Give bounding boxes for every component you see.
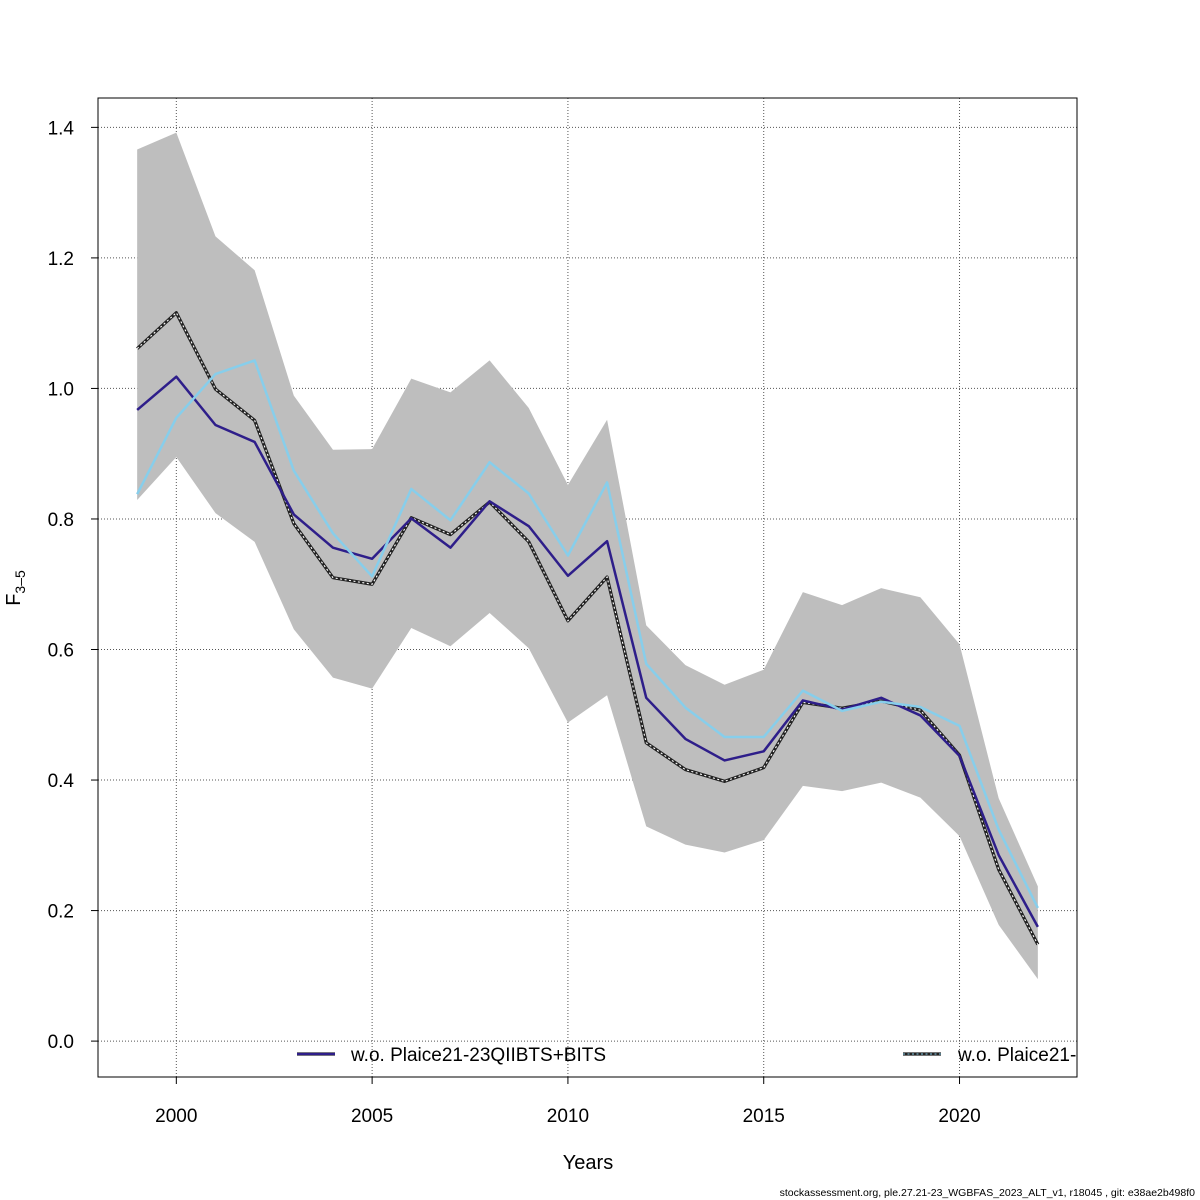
legend-label-1: w.o. Plaice21- [957, 1045, 1076, 1066]
plot-frame [97, 97, 1078, 1078]
legend: w.o. Plaice21-23QIIBTS+BITS w.o. Plaice21… [297, 1045, 1076, 1066]
y-tick-label: 0.4 [48, 771, 75, 792]
y-tick-label: 0.8 [48, 510, 74, 531]
x-tick-label: 2020 [938, 1106, 980, 1127]
footer-note: stockassessment.org, ple.27.21-23_WGBFAS… [780, 1187, 1196, 1199]
x-axis-title: Years [563, 1152, 613, 1174]
y-tick-label: 0.2 [48, 902, 74, 923]
y-tick-label: 0.6 [48, 641, 74, 662]
series-line-1 [136, 375, 1039, 928]
y-axis-title: F3–5 [3, 570, 28, 606]
confidence-band-area [137, 132, 1038, 980]
y-tick-label: 0.0 [48, 1032, 74, 1053]
x-tick-label: 2005 [351, 1106, 393, 1127]
x-tick-label: 2010 [547, 1106, 589, 1127]
legend-label-0: w.o. Plaice21-23QIIBTS+BITS [350, 1045, 606, 1066]
series-line-2 [136, 359, 1039, 909]
x-tick-label: 2015 [743, 1106, 785, 1127]
y-axis-title-main: F [3, 594, 25, 606]
x-axis: 2000 2005 2010 2015 2020 [155, 1077, 981, 1127]
y-tick-label: 1.0 [48, 379, 74, 400]
x-tick-label: 2000 [155, 1106, 197, 1127]
y-tick-label: 1.2 [48, 249, 74, 270]
y-axis: 0.0 0.2 0.4 0.6 0.8 1.0 1.2 1.4 [48, 118, 98, 1053]
series-lines [136, 311, 1040, 946]
y-axis-title-subscript: 3–5 [12, 570, 28, 594]
y-tick-label: 1.4 [48, 118, 75, 139]
confidence-band [137, 132, 1038, 980]
